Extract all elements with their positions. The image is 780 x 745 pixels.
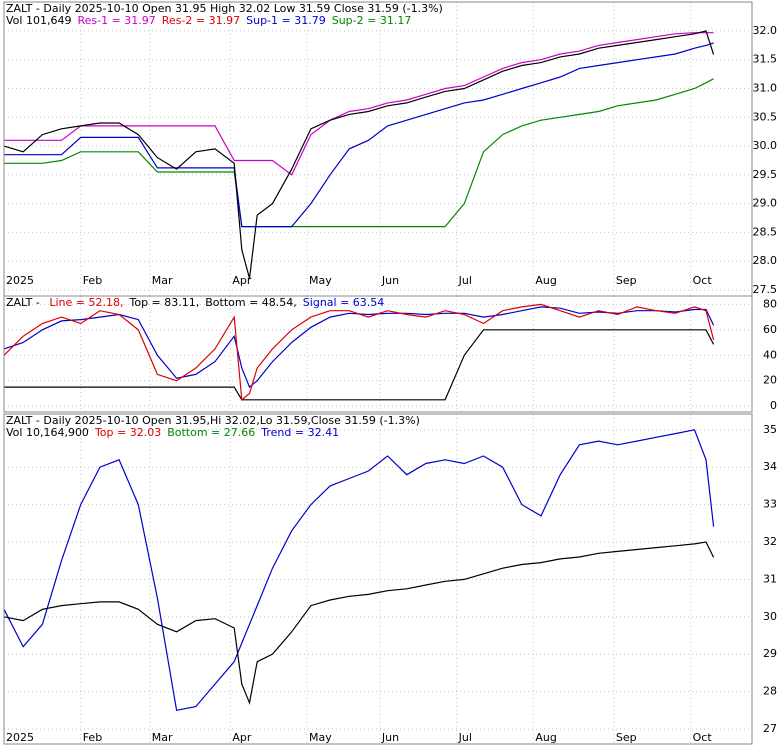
series-line	[3, 541, 715, 705]
y-tick-label: 27.5	[753, 283, 778, 296]
panel-background	[4, 296, 752, 412]
header-item: Res-1 = 31.97	[77, 14, 155, 27]
header-item: Top = 32.03	[94, 426, 161, 439]
y-tick-label: 30.5	[753, 110, 778, 123]
series-line	[4, 42, 714, 228]
panel-header: Vol 10,164,900 Top = 32.03 Bottom = 27.66 T…	[6, 426, 339, 439]
x-tick-label: Feb	[83, 274, 102, 287]
y-tick-label: 27	[763, 722, 777, 735]
panel-header: ZALT - Daily 2025-10-10 Open 31.95,Hi 32…	[6, 414, 420, 427]
y-tick-label: 30.0	[753, 139, 778, 152]
header-item: ZALT -	[6, 296, 43, 309]
header-item: Signal = 63.54	[303, 296, 385, 309]
series-line	[4, 32, 714, 176]
header-item: Top = 83.11,	[128, 296, 199, 309]
series-line	[3, 303, 715, 401]
panel-header: ZALT - Daily 2025-10-10 Open 31.95 High …	[6, 2, 443, 15]
y-tick-label: 32.0	[753, 24, 778, 37]
x-tick-label: May	[309, 274, 332, 287]
header-item: ZALT - Daily 2025-10-10 Open 31.95 High …	[6, 2, 443, 15]
x-tick-label: Aug	[535, 274, 556, 287]
x-tick-label: Jul	[458, 731, 472, 744]
y-tick-label: 31	[763, 572, 777, 585]
header-item: Trend = 32.41	[260, 426, 339, 439]
series-line	[3, 30, 715, 279]
y-tick-label: 40	[763, 348, 777, 361]
header-item: Vol 101,649	[6, 14, 71, 27]
panel-header: Vol 101,649 Res-1 = 31.97 Res-2 = 31.97 Sup…	[6, 14, 411, 27]
header-item: Vol 10,164,900	[6, 426, 89, 439]
header-item: Res-2 = 31.97	[162, 14, 240, 27]
x-tick-label: Apr	[232, 731, 252, 744]
x-tick-label: Mar	[152, 731, 173, 744]
header-item: Bottom = 27.66	[167, 426, 255, 439]
panel-frame	[3, 295, 753, 413]
x-tick-label: Sep	[616, 731, 637, 744]
panel-background	[4, 2, 752, 298]
y-tick-label: 34	[763, 460, 777, 473]
panel-header: ZALT - Line = 52.18, Top = 83.11, Bottom =…	[6, 296, 384, 309]
y-tick-label: 28.0	[753, 254, 778, 267]
x-tick-label: Aug	[535, 731, 556, 744]
panel-frame	[3, 413, 753, 745]
y-tick-label: 31.5	[753, 53, 778, 66]
x-tick-label: Apr	[232, 274, 252, 287]
series-line	[4, 329, 715, 401]
y-tick-label: 29	[763, 647, 777, 660]
y-tick-label: 28	[763, 685, 777, 698]
series-line	[3, 429, 715, 712]
y-tick-label: 35	[763, 423, 777, 436]
header-item: ZALT - Daily 2025-10-10 Open 31.95,Hi 32…	[6, 414, 420, 427]
y-tick-label: 32	[763, 535, 777, 548]
x-tick-label: Jun	[381, 731, 399, 744]
header-item: Line = 52.18,	[49, 296, 123, 309]
x-tick-label: May	[309, 731, 332, 744]
y-tick-label: 80	[763, 297, 777, 310]
y-tick-label: 20	[763, 374, 777, 387]
header-item: Sup-1 = 31.79	[246, 14, 326, 27]
x-tick-label: Sep	[616, 274, 637, 287]
header-item: Bottom = 48.54,	[205, 296, 297, 309]
y-tick-label: 33	[763, 498, 777, 511]
y-tick-label: 60	[763, 323, 777, 336]
y-tick-label: 29.5	[753, 168, 778, 181]
x-tick-label: Jun	[381, 274, 399, 287]
y-tick-label: 28.5	[753, 225, 778, 238]
series-line	[4, 78, 714, 228]
y-tick-label: 30	[763, 610, 777, 623]
x-tick-label: Feb	[83, 731, 102, 744]
x-tick-label: 2025	[6, 274, 34, 287]
y-tick-label: 29.0	[753, 197, 778, 210]
x-tick-label: Oct	[693, 731, 713, 744]
header-item: Sup-2 = 31.17	[332, 14, 412, 27]
x-tick-label: Oct	[693, 274, 713, 287]
y-tick-label: 0	[770, 399, 777, 412]
x-tick-label: 2025	[6, 731, 34, 744]
x-tick-label: Mar	[152, 274, 173, 287]
y-tick-label: 31.0	[753, 82, 778, 95]
x-tick-label: Jul	[458, 274, 472, 287]
